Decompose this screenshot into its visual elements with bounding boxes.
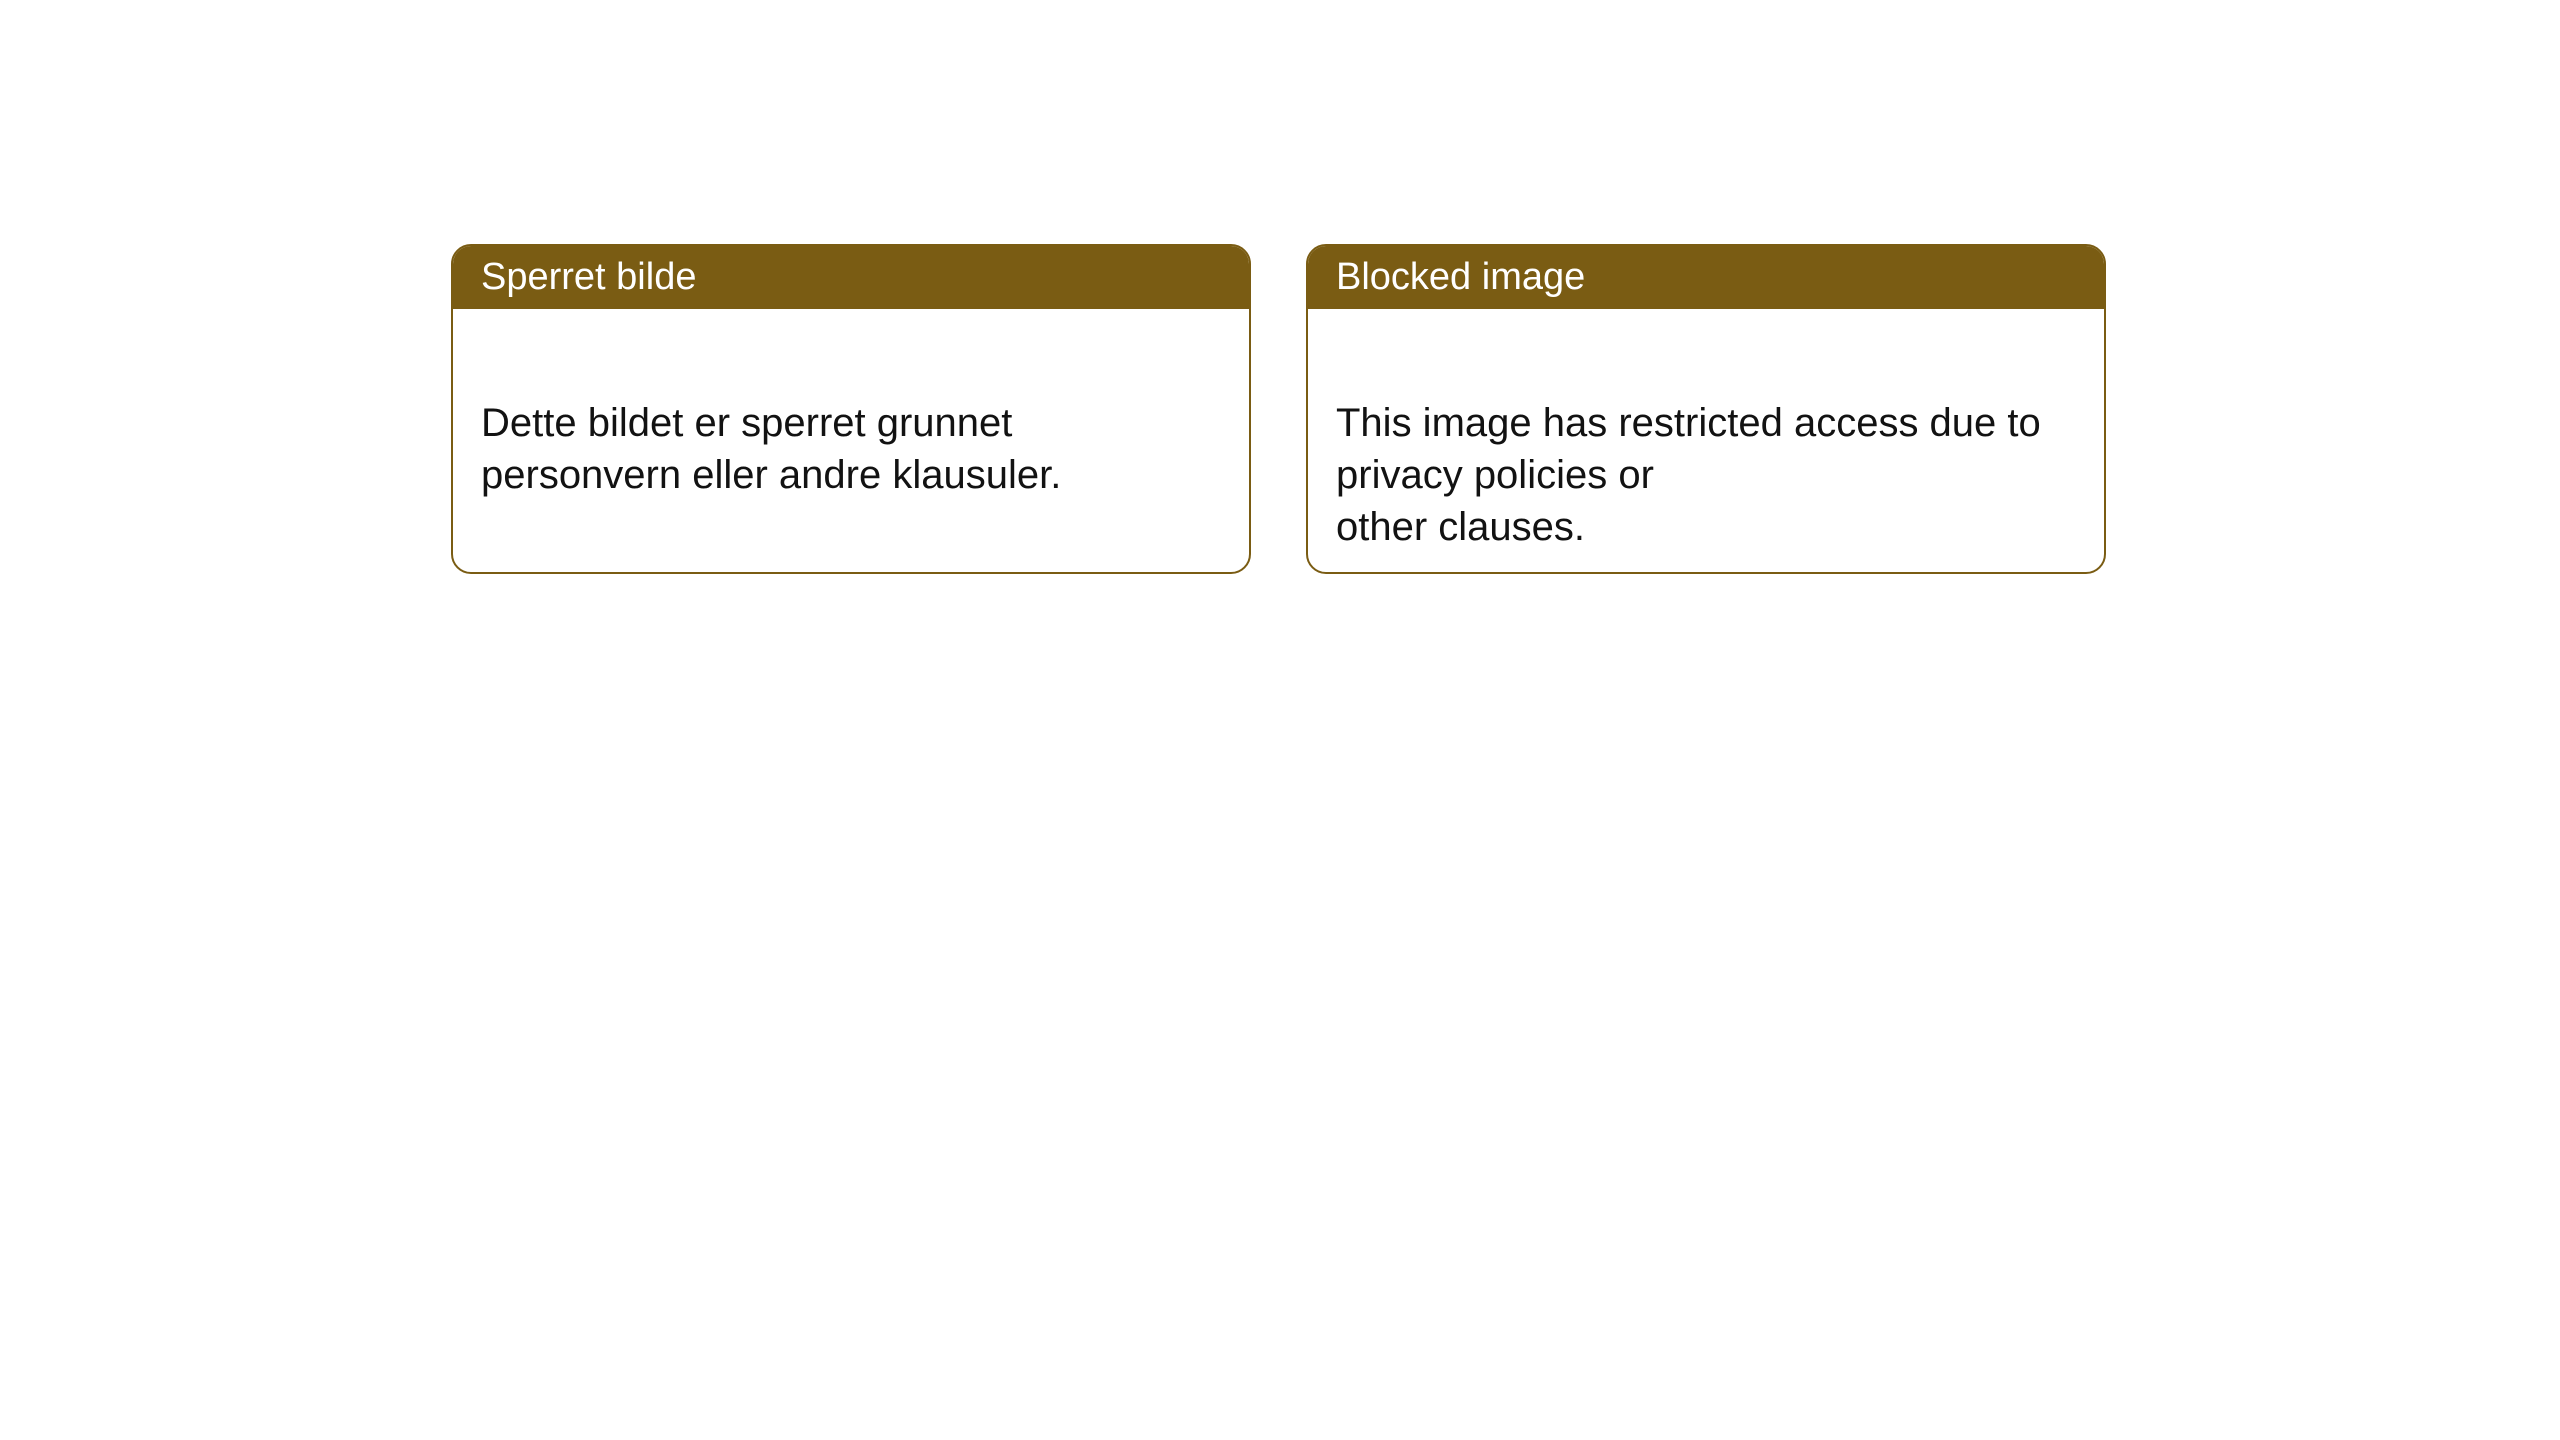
blocked-image-card-en: Blocked image This image has restricted … — [1306, 244, 2106, 574]
card-header: Sperret bilde — [453, 246, 1249, 309]
card-body-text: Dette bildet er sperret grunnet personve… — [481, 401, 1061, 497]
blocked-image-cards: Sperret bilde Dette bildet er sperret gr… — [451, 244, 2106, 574]
blocked-image-card-no: Sperret bilde Dette bildet er sperret gr… — [451, 244, 1251, 574]
card-title: Blocked image — [1336, 256, 1585, 298]
card-body: This image has restricted access due to … — [1308, 309, 2104, 574]
card-title: Sperret bilde — [481, 256, 696, 298]
card-body: Dette bildet er sperret grunnet personve… — [453, 309, 1249, 537]
card-body-text: This image has restricted access due to … — [1336, 401, 2041, 549]
card-header: Blocked image — [1308, 246, 2104, 309]
